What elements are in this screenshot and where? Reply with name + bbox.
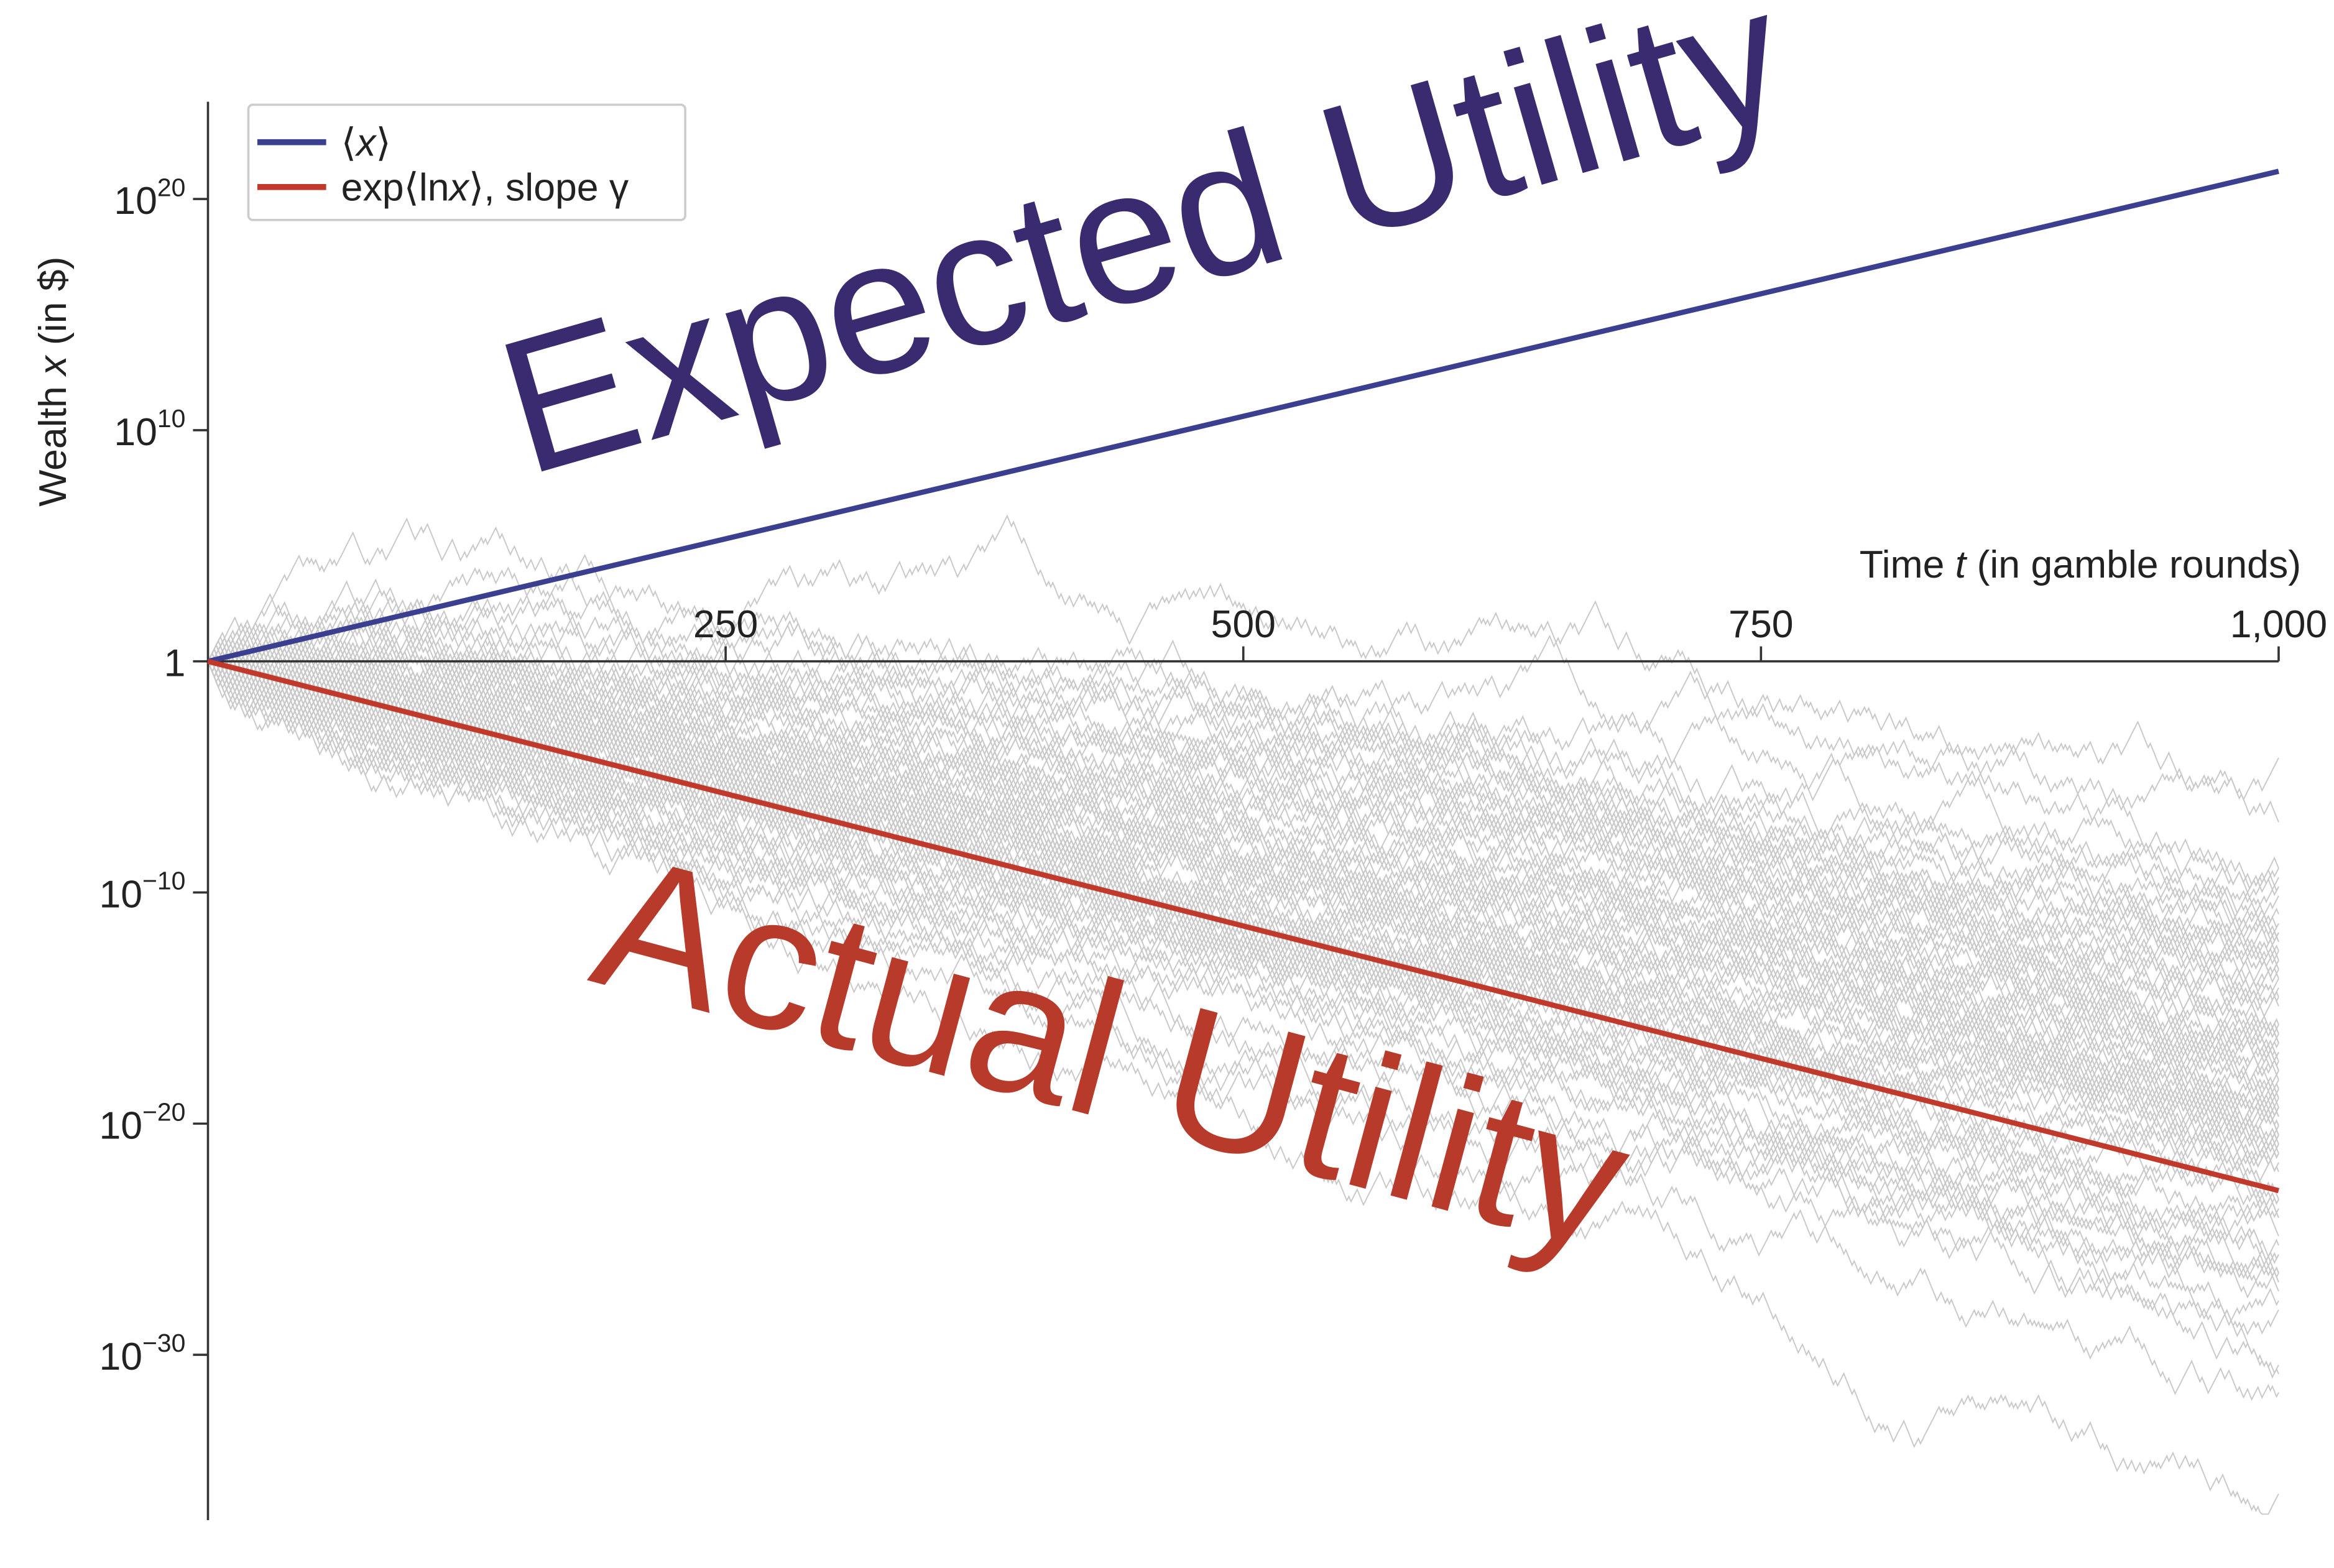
trajectory-line <box>207 652 2279 1265</box>
trajectory-line <box>207 661 2279 1055</box>
y-tick-label: 1 <box>164 642 186 685</box>
trajectory-line <box>207 649 2279 966</box>
trajectories <box>207 514 2279 1515</box>
legend-label-expected: ⟨x⟩ <box>341 121 391 164</box>
trajectory-line <box>207 660 2279 1173</box>
trajectory-line <box>207 661 2279 1375</box>
series-time-average-line <box>207 658 2280 1194</box>
trajectory-line <box>207 655 2279 1183</box>
x-tick-label: 500 <box>1211 602 1276 646</box>
y-tick-label: 1010 <box>114 404 185 454</box>
trajectory-line <box>207 655 2279 1158</box>
trajectory-line <box>207 604 2279 823</box>
legend: ⟨x⟩ exp⟨lnx⟩, slope γ <box>247 103 686 221</box>
trajectory-line <box>207 661 2279 1006</box>
y-tick-label: 10−20 <box>99 1097 185 1147</box>
trajectory-line <box>207 652 2279 1011</box>
legend-label-time-average: exp⟨lnx⟩, slope γ <box>341 166 629 210</box>
trajectory-line <box>207 624 2279 919</box>
trajectory-line <box>207 640 2279 837</box>
trajectory-line <box>207 578 2279 899</box>
y-axis-label: Wealth x (in $) <box>31 257 75 507</box>
x-tick-label: 750 <box>1728 602 1793 646</box>
y-tick-label: 10−30 <box>99 1329 185 1378</box>
trajectory-line <box>207 553 2279 1150</box>
trajectory-line <box>207 640 2279 1087</box>
y-tick-label: 1020 <box>114 173 185 223</box>
x-tick-label: 1,000 <box>2230 602 2328 646</box>
trajectory-line <box>207 661 2279 1401</box>
trajectory-line <box>207 657 2279 1168</box>
trajectory-line <box>207 617 2279 1040</box>
trajectory-line <box>207 597 2279 1063</box>
trajectory-line <box>207 566 2279 966</box>
x-axis-label: Time t (in gamble rounds) <box>1860 543 2301 586</box>
series-expected-wealth-line <box>207 168 2279 664</box>
y-tick-label: 10−10 <box>99 867 185 916</box>
x-tick-label: 250 <box>693 602 758 646</box>
